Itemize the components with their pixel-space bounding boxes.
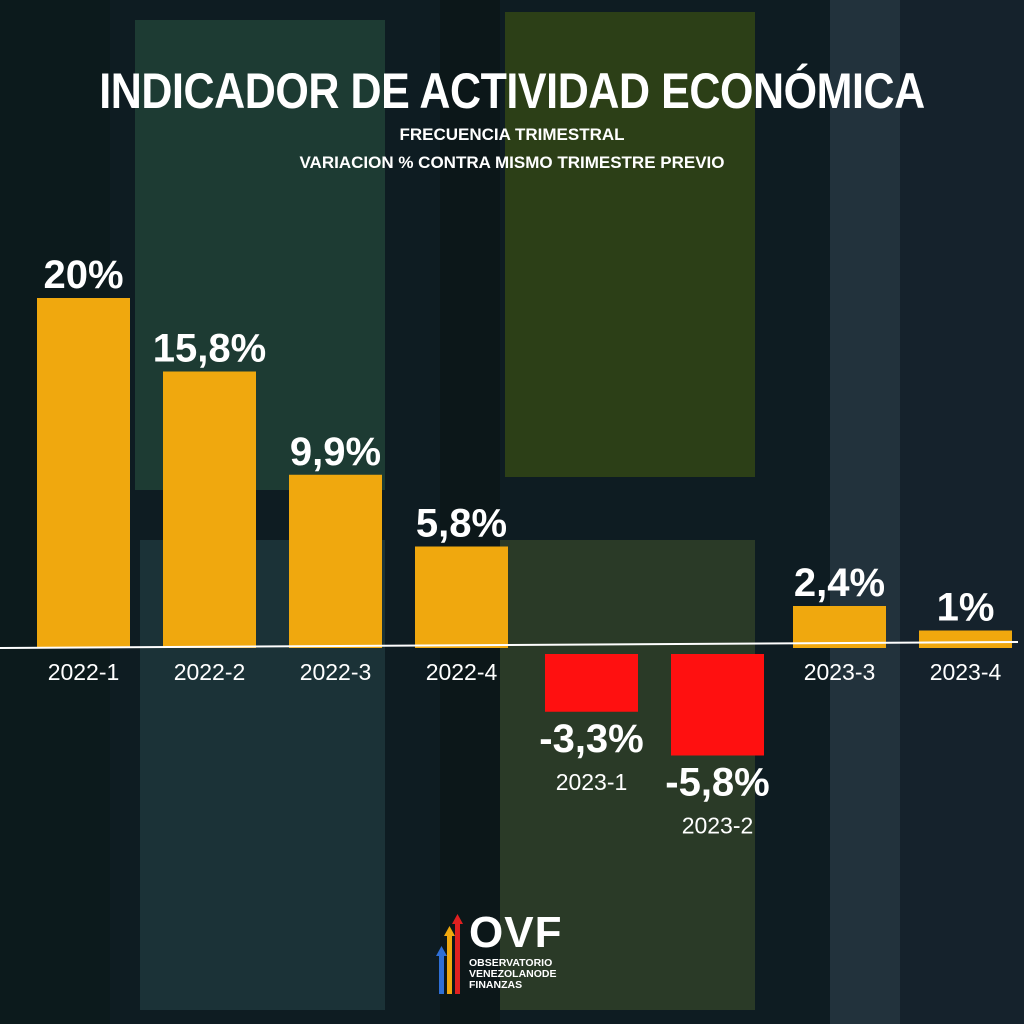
- data-label: 15,8%: [153, 327, 266, 371]
- data-label: 5,8%: [416, 502, 507, 546]
- tick-label: 2022-3: [300, 659, 372, 685]
- data-label: -5,8%: [665, 761, 770, 805]
- data-label: 9,9%: [290, 430, 381, 474]
- tick-label: 2022-1: [48, 659, 120, 685]
- chart-title: INDICADOR DE ACTIVIDAD ECONÓMICA: [99, 63, 925, 119]
- ovf-logo: OVF OBSERVATORIO VENEZOLANODE FINANZAS: [436, 908, 606, 996]
- data-label: 2,4%: [794, 561, 885, 605]
- bar-2023-4: [919, 630, 1012, 648]
- data-label: 20%: [43, 253, 123, 297]
- chart-subtitle-variation: VARIACION % CONTRA MISMO TRIMESTRE PREVI…: [299, 153, 725, 172]
- bar-2022-2: [163, 371, 256, 648]
- logo-line-3: FINANZAS: [469, 979, 523, 991]
- x-axis-line: [0, 641, 1019, 649]
- tick-label: 2022-2: [174, 659, 246, 685]
- tick-label: 2023-2: [682, 813, 754, 839]
- chart-subtitle-frequency: FRECUENCIA TRIMESTRAL: [399, 125, 625, 144]
- tick-label: 2023-3: [804, 659, 876, 685]
- ovf-arrows-icon: [436, 914, 463, 994]
- tick-label: 2022-4: [426, 659, 498, 685]
- bar-2023-1: [545, 654, 638, 712]
- data-label: -3,3%: [539, 717, 644, 761]
- bar-2022-3: [289, 474, 382, 648]
- logo-line-1: OBSERVATORIO: [469, 957, 553, 969]
- tick-label: 2023-4: [930, 659, 1002, 685]
- logo-line-2: VENEZOLANODE: [469, 968, 557, 980]
- tick-label: 2023-1: [556, 769, 628, 795]
- ovf-wordmark: OVF: [469, 908, 563, 957]
- data-label: 1%: [937, 586, 995, 630]
- bar-2023-3: [793, 606, 886, 648]
- bar-2023-2: [671, 654, 764, 756]
- bar-2022-1: [37, 298, 130, 648]
- bar-2022-4: [415, 546, 508, 648]
